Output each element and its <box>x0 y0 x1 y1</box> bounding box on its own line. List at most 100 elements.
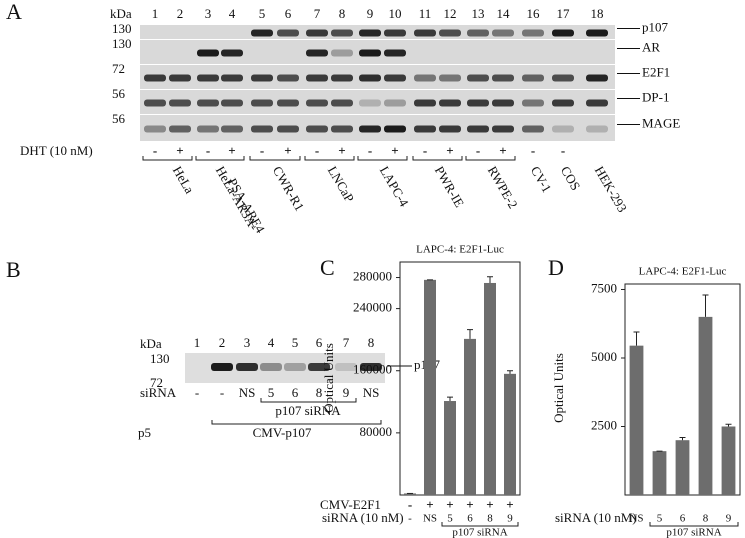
blot-band <box>492 29 514 37</box>
sirna-label: 9 <box>343 385 350 400</box>
blot-band <box>260 363 282 371</box>
blot-band <box>251 99 273 107</box>
x-tick-label: 9 <box>507 513 513 525</box>
blot-band <box>414 74 436 82</box>
blot-band <box>251 74 273 82</box>
blot-band <box>221 49 243 57</box>
treatment-sign: + <box>338 143 345 158</box>
lane-number: 2 <box>177 6 184 21</box>
y-tick-label: 280000 <box>353 269 392 284</box>
marker-label: 56 <box>112 111 126 126</box>
lane-number: 6 <box>285 6 292 21</box>
bar <box>721 426 736 495</box>
blot-band <box>552 125 574 133</box>
blot-band <box>221 99 243 107</box>
error-bar <box>507 370 513 374</box>
x-tick-label: 6 <box>680 513 686 525</box>
construct-label: CMV-p107 <box>253 425 312 440</box>
blot-band <box>492 74 514 82</box>
treatment-sign: + <box>499 143 506 158</box>
group-label: p107 siRNA <box>452 527 507 538</box>
y-tick-label: 7500 <box>591 280 617 295</box>
blot-band <box>359 125 381 133</box>
treatment-sign: + <box>446 143 453 158</box>
x-tick-label: NS <box>629 513 643 525</box>
lane-number: 10 <box>389 6 402 21</box>
blot-band <box>221 125 243 133</box>
cmv-sign: + <box>426 497 433 512</box>
bracket <box>142 156 193 161</box>
sirna-label: - <box>195 385 199 400</box>
y-axis-label: Optical Units <box>551 353 566 423</box>
cell-line: HeLa <box>170 163 198 196</box>
blot-band <box>522 74 544 82</box>
bar <box>424 279 436 495</box>
blot-band <box>467 125 489 133</box>
bracket <box>465 156 516 161</box>
band-label: MAGE <box>642 115 680 130</box>
blot-band <box>251 125 273 133</box>
panel-letter: D <box>548 255 564 280</box>
treatment-sign: - <box>260 143 264 158</box>
lane-number: 14 <box>497 6 511 21</box>
cmv-sign: + <box>466 497 473 512</box>
blot-band <box>384 49 406 57</box>
blot-band <box>306 74 328 82</box>
group-label: p107 siRNA <box>666 527 721 538</box>
blot-band <box>197 74 219 82</box>
x-tick-label: 8 <box>487 513 493 525</box>
blot-band <box>384 99 406 107</box>
blot-band <box>197 125 219 133</box>
cmv-sign: + <box>506 497 513 512</box>
chart-title: LAPC-4: E2F1-Luc <box>639 266 727 278</box>
lane-number: 5 <box>292 335 299 350</box>
blot-band <box>384 74 406 82</box>
treatment-sign: - <box>153 143 157 158</box>
blot-band <box>359 49 381 57</box>
lane-number: 13 <box>472 6 485 21</box>
blot-band <box>586 74 608 82</box>
lane-number: 8 <box>339 6 346 21</box>
y-axis-label: Optical Units <box>321 343 336 413</box>
bracket <box>211 420 382 425</box>
blot-band <box>359 29 381 37</box>
band-label: AR <box>642 39 660 54</box>
blot-band <box>552 99 574 107</box>
blot-band <box>586 99 608 107</box>
lane-number: 9 <box>367 6 374 21</box>
lane-number: 4 <box>229 6 236 21</box>
x-axis-label: siRNA (10 nM) <box>555 510 637 525</box>
lane-number: 16 <box>527 6 541 21</box>
blot-band <box>169 125 191 133</box>
blot-band <box>335 363 357 371</box>
marker-label: 130 <box>112 36 132 51</box>
blot-band <box>211 363 233 371</box>
blot-band <box>331 125 353 133</box>
x-tick-label: 8 <box>703 513 709 525</box>
cell-line: CWR-R1 <box>270 163 308 213</box>
blot-band <box>439 125 461 133</box>
bar <box>444 401 456 495</box>
kda-label: kDa <box>110 6 132 21</box>
lane-number: 7 <box>343 335 350 350</box>
lane-number: 6 <box>316 335 323 350</box>
blot-band <box>221 74 243 82</box>
blot-band <box>522 125 544 133</box>
bracket <box>357 156 408 161</box>
blot-band <box>439 74 461 82</box>
x-tick-label: 9 <box>726 513 732 525</box>
bar <box>484 282 496 495</box>
bar <box>504 373 516 495</box>
treatment-sign: + <box>391 143 398 158</box>
lane-number: 11 <box>419 6 432 21</box>
blot-band <box>236 363 258 371</box>
blot-band <box>277 125 299 133</box>
bracket <box>304 156 355 161</box>
bar <box>652 451 667 495</box>
bar <box>464 338 476 495</box>
blot-band <box>384 29 406 37</box>
x-tick-label: - <box>408 513 412 525</box>
bracket <box>195 156 245 161</box>
blot-band <box>331 74 353 82</box>
blot-band <box>277 99 299 107</box>
